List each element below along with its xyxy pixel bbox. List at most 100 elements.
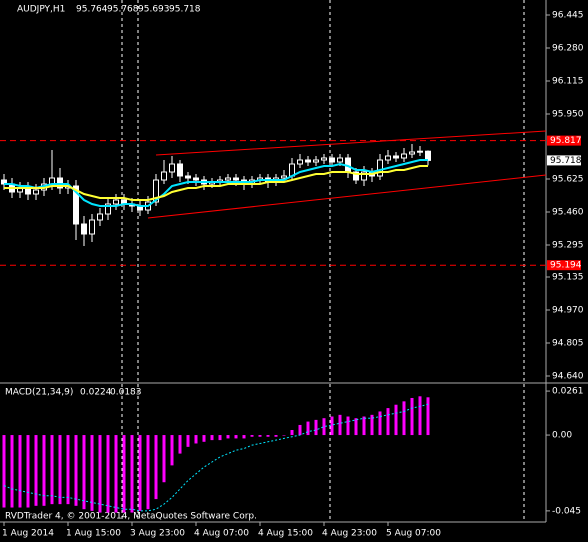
trendline — [147, 174, 547, 219]
x-tick-label: 5 Aug 07:00 — [386, 529, 441, 539]
candle-body — [185, 175, 191, 179]
macd-bar — [274, 435, 278, 437]
macd-bar — [426, 397, 430, 436]
macd-bar — [162, 435, 166, 483]
macd-bar — [410, 397, 414, 436]
candle-body — [89, 219, 95, 235]
symbol-title: AUDJPY,H1 — [17, 5, 65, 15]
x-tick-label: 3 Aug 23:00 — [130, 529, 185, 539]
macd-bar — [258, 435, 262, 437]
macd-bar — [34, 435, 38, 506]
copyright: RVDTrader 4, © 2001-2014, MetaQuotes Sof… — [5, 512, 257, 522]
macd-bar — [114, 435, 118, 513]
macd-bar — [282, 435, 286, 436]
candle-body — [73, 185, 79, 225]
macd-bar — [130, 435, 134, 513]
macd-bar — [154, 435, 158, 500]
trendline — [155, 130, 547, 156]
candle-body — [97, 213, 103, 221]
macd-value: 0.0224 — [80, 388, 112, 398]
candle-body — [153, 179, 159, 203]
candle-body — [337, 157, 343, 163]
candle-body — [385, 155, 391, 161]
y-tick-label: 95.135 — [552, 273, 584, 283]
candle-body — [233, 177, 239, 181]
macd-bar — [98, 435, 102, 513]
macd-bar — [42, 435, 46, 506]
candle-body — [105, 203, 111, 215]
price-level-tag — [547, 135, 581, 146]
macd-bar — [58, 435, 62, 505]
price-level-tag — [547, 260, 581, 271]
signal-line — [3, 403, 429, 512]
macd-bar — [82, 435, 86, 510]
macd-bar — [178, 435, 182, 454]
macd-bar — [378, 411, 382, 436]
y-tick-label: -0.045 — [552, 506, 581, 516]
y-tick-label: 94.805 — [552, 339, 584, 349]
macd-bar — [146, 435, 150, 510]
candle-body — [329, 157, 335, 163]
macd-bar — [354, 418, 358, 436]
macd-bar — [314, 419, 318, 436]
period-separators — [121, 0, 525, 522]
y-tick-label: 96.445 — [552, 11, 584, 21]
x-tick-label: 4 Aug 23:00 — [322, 529, 377, 539]
macd-bar — [90, 435, 94, 511]
macd-bar — [74, 435, 78, 506]
macd-bar — [370, 414, 374, 436]
candle-body — [177, 163, 183, 177]
y-tick-label: 96.280 — [552, 44, 584, 54]
macd-bar — [186, 435, 190, 447]
y-tick-label: 94.970 — [552, 306, 584, 316]
ohlc-low: 95.693 — [138, 5, 170, 15]
x-tick-label: 4 Aug 15:00 — [258, 529, 313, 539]
macd-bar — [298, 424, 302, 436]
macd-bar — [170, 435, 174, 466]
macd-bar — [338, 414, 342, 436]
candle-body — [377, 159, 383, 177]
macd-bar — [402, 401, 406, 436]
ohlc-close: 95.718 — [169, 5, 201, 15]
macd-bar — [266, 435, 270, 437]
candle-body — [193, 177, 199, 181]
moving-average — [4, 159, 428, 207]
candle-body — [313, 159, 319, 163]
y-tick-label: 0.00 — [552, 431, 572, 441]
macd-bar — [2, 435, 6, 508]
candle-body — [401, 153, 407, 159]
macd-title: MACD(21,34,9) — [5, 388, 73, 398]
y-tick-label: 95.625 — [552, 175, 584, 185]
candle-body — [281, 175, 287, 179]
current-price-label: 95.718 — [550, 156, 582, 166]
macd-bar — [330, 416, 334, 436]
macd-bar — [106, 435, 110, 513]
macd-bar — [202, 435, 206, 442]
macd-bar — [290, 430, 294, 436]
candle-body — [33, 189, 39, 195]
signal-value: 0.0183 — [110, 388, 142, 398]
candle-body — [353, 171, 359, 181]
macd-bar — [226, 435, 230, 439]
macd-bar — [234, 435, 238, 439]
macd-bar — [306, 421, 310, 436]
y-tick-label: 96.115 — [552, 77, 584, 87]
macd-bar — [210, 435, 214, 441]
candle-body — [409, 151, 415, 155]
macd-bar — [138, 435, 142, 511]
macd-bar — [250, 435, 254, 437]
macd-bar — [394, 404, 398, 436]
macd-bar — [50, 435, 54, 505]
macd-bar — [386, 408, 390, 436]
candle-body — [225, 177, 231, 181]
macd-bar — [346, 416, 350, 436]
candle-body — [321, 157, 327, 161]
ohlc-high: 95.768 — [107, 5, 139, 15]
macd-bar — [362, 416, 366, 436]
x-tick-label: 1 Aug 15:00 — [66, 529, 121, 539]
ohlc-open: 95.764 — [76, 5, 108, 15]
macd-bar — [66, 435, 70, 505]
y-tick-label: 94.640 — [552, 372, 584, 382]
